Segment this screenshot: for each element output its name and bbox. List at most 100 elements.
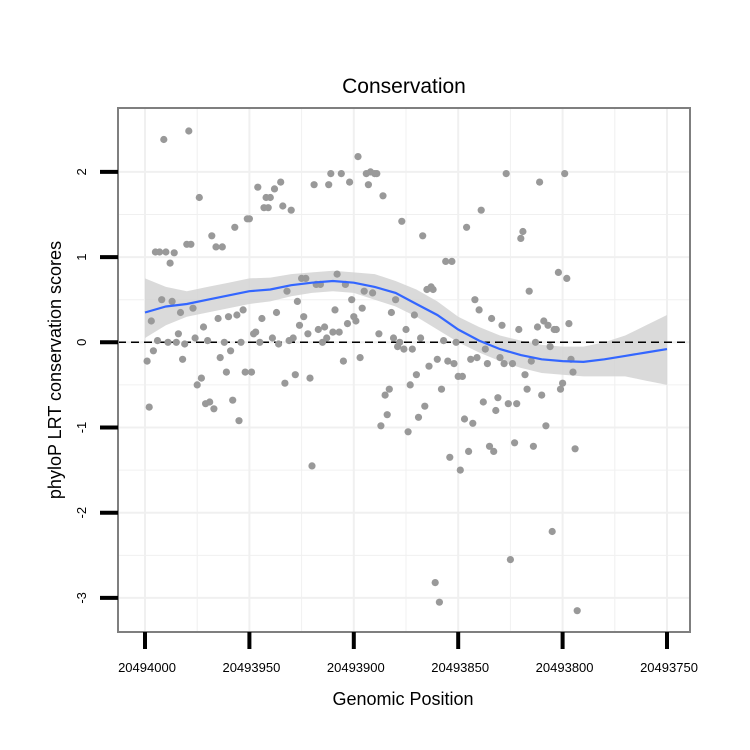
scatter-point — [412, 371, 420, 379]
scatter-point — [272, 308, 281, 317]
scatter-point — [469, 419, 477, 427]
scatter-point — [473, 354, 481, 362]
scatter-point — [293, 297, 301, 305]
scatter-point — [281, 379, 289, 387]
scatter-point — [352, 317, 360, 325]
scatter-point — [245, 215, 253, 223]
scatter-point — [448, 257, 456, 265]
scatter-point — [527, 357, 535, 365]
scatter-point — [185, 127, 193, 135]
scatter-point — [565, 320, 573, 328]
scatter-point — [170, 249, 178, 257]
scatter-point — [172, 338, 180, 346]
scatter-point — [358, 304, 366, 312]
scatter-point — [496, 354, 504, 362]
scatter-point — [327, 170, 335, 178]
scatter-point — [375, 330, 383, 338]
scatter-point — [563, 274, 571, 282]
scatter-point — [179, 355, 187, 363]
scatter-point — [556, 385, 565, 393]
scatter-point — [235, 417, 243, 425]
scatter-point — [252, 328, 260, 336]
scatter-point — [475, 306, 483, 314]
scatter-point — [442, 257, 450, 265]
loess-smooth-line — [144, 279, 668, 364]
scatter-point — [193, 381, 201, 389]
scatter-point — [254, 183, 262, 191]
scatter-point — [569, 368, 577, 376]
scatter-point — [467, 355, 475, 363]
scatter-point — [187, 240, 195, 248]
scatter-point — [419, 232, 427, 240]
scatter-point — [402, 325, 410, 334]
confidence-ribbon — [145, 270, 667, 385]
scatter-point — [354, 153, 362, 161]
scatter-point — [548, 527, 556, 536]
scatter-point — [444, 357, 452, 365]
scatter-point — [360, 287, 368, 295]
scatter-point — [485, 442, 494, 450]
scatter-points — [143, 127, 581, 615]
y-tick-label: -2 — [74, 507, 89, 519]
scatter-point — [308, 462, 316, 470]
scatter-point — [197, 374, 205, 382]
scatter-point — [373, 170, 381, 178]
scatter-point — [456, 466, 464, 474]
scatter-point — [536, 178, 544, 186]
chart-title: Conservation — [342, 75, 466, 98]
scatter-point — [189, 304, 197, 312]
scatter-point — [214, 314, 222, 323]
scatter-point — [414, 413, 423, 421]
scatter-point — [508, 360, 517, 368]
scatter-point — [437, 385, 446, 393]
scatter-point — [195, 193, 203, 202]
x-axis-title: Genomic Position — [332, 689, 473, 709]
scatter-point — [385, 385, 393, 393]
scatter-point — [241, 368, 249, 376]
scatter-point — [389, 334, 398, 342]
scatter-point — [429, 285, 437, 294]
scatter-point — [149, 347, 157, 355]
scatter-point — [145, 403, 153, 411]
scatter-point — [206, 398, 214, 406]
scatter-point — [258, 314, 266, 323]
scatter-point — [176, 308, 185, 317]
scatter-point — [289, 334, 297, 342]
scatter-point — [431, 579, 439, 587]
scatter-point — [199, 323, 208, 331]
scatter-point — [277, 178, 285, 186]
scatter-point — [143, 357, 151, 365]
scatter-point — [400, 345, 408, 353]
scatter-point — [210, 405, 218, 413]
scatter-point — [264, 204, 272, 212]
scatter-point — [506, 556, 514, 564]
scatter-point — [533, 323, 542, 331]
scatter-point — [348, 296, 356, 304]
scatter-point — [216, 354, 224, 362]
x-tick-label: 20493750 — [640, 660, 698, 675]
scatter-point — [525, 287, 533, 295]
scatter-point — [333, 270, 341, 278]
y-tick-label: 1 — [74, 253, 89, 260]
scatter-point — [160, 135, 168, 144]
scatter-point — [387, 308, 395, 317]
scatter-point — [247, 368, 256, 376]
scatter-point — [224, 313, 233, 321]
confidence-band — [145, 270, 667, 385]
scatter-point — [383, 411, 391, 419]
scatter-point — [168, 297, 176, 305]
scatter-point — [471, 296, 479, 304]
scatter-point — [417, 334, 425, 342]
scatter-point — [162, 248, 170, 256]
scatter-point — [492, 406, 500, 415]
scatter-point — [339, 357, 347, 365]
scatter-point — [356, 354, 364, 362]
scatter-point — [164, 338, 172, 346]
smooth-line — [144, 279, 668, 364]
y-tick-label: 0 — [74, 339, 89, 346]
scatter-point — [379, 192, 387, 200]
scatter-point — [440, 337, 448, 345]
y-axis-title: phyloP LRT conservation scores — [45, 241, 65, 499]
y-tick-label: 2 — [74, 168, 89, 175]
scatter-point — [421, 402, 429, 410]
